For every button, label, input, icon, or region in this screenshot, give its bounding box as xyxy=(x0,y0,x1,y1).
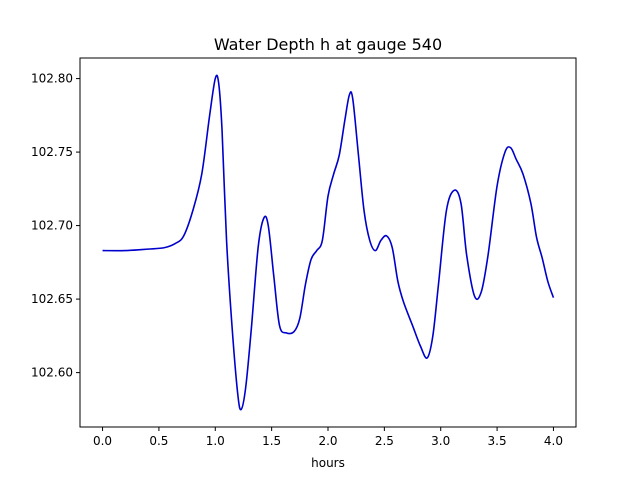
x-tick-label: 3.5 xyxy=(488,434,507,448)
y-tick-label: 102.75 xyxy=(31,145,73,159)
x-tick-label: 2.5 xyxy=(375,434,394,448)
x-tick-label: 3.0 xyxy=(431,434,450,448)
x-tick-label: 2.0 xyxy=(318,434,337,448)
chart-title: Water Depth h at gauge 540 xyxy=(214,35,442,54)
series-line xyxy=(102,74,555,411)
y-tick-label: 102.60 xyxy=(31,366,73,380)
x-tick-label: 0.5 xyxy=(149,434,168,448)
y-tick-label: 102.65 xyxy=(31,292,73,306)
axis-ticks: 0.0 0.5 1.0 1.5 2.0 2.5 3.0 3.5 4.0 102.60 102.65 1… xyxy=(31,72,563,448)
plot-frame xyxy=(79,57,577,428)
x-tick-label: 4.0 xyxy=(544,434,563,448)
y-tick-label: 102.80 xyxy=(31,72,73,86)
x-axis-label: hours xyxy=(311,456,345,470)
x-tick-label: 0.0 xyxy=(93,434,112,448)
plot-area xyxy=(102,74,555,411)
x-tick-label: 1.0 xyxy=(206,434,225,448)
x-tick-label: 1.5 xyxy=(262,434,281,448)
y-tick-label: 102.70 xyxy=(31,219,73,233)
